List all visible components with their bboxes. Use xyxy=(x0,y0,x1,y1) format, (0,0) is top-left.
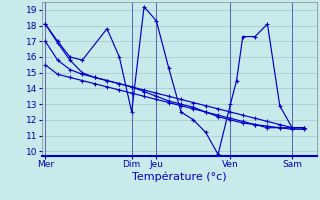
X-axis label: Température (°c): Température (°c) xyxy=(132,172,227,182)
